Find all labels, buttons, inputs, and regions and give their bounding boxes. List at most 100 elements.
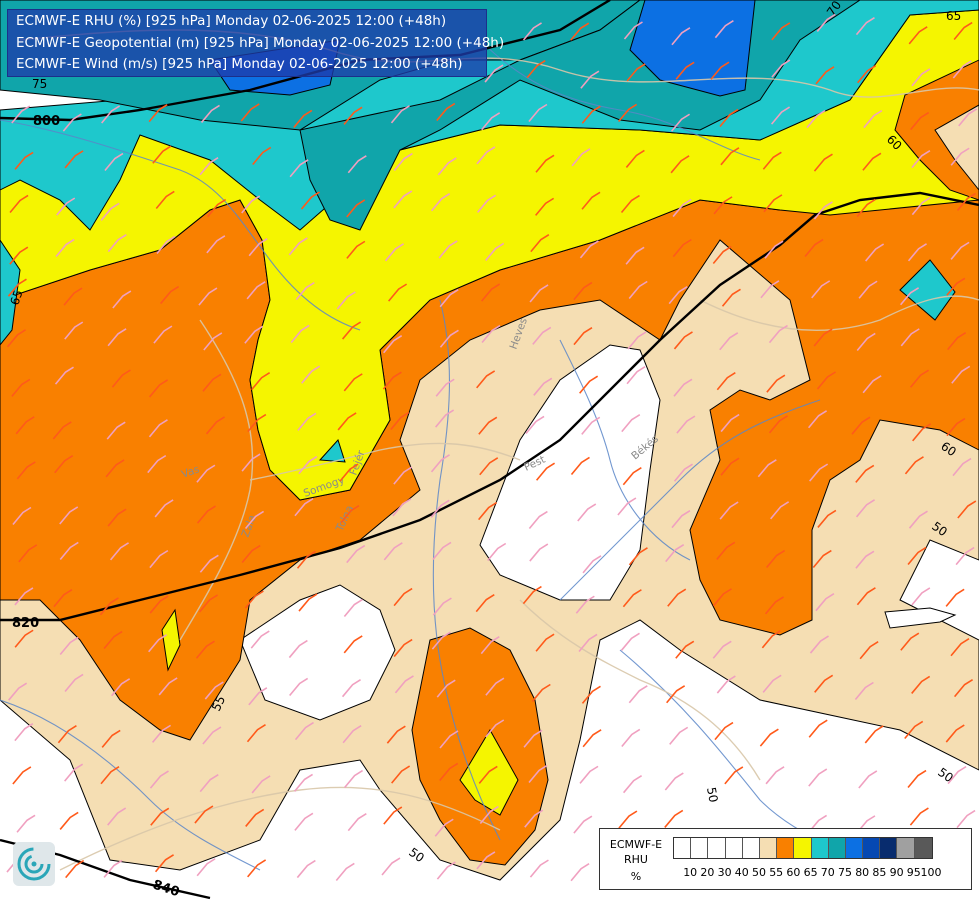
wind-barb [150,807,170,826]
wind-barb [900,632,920,651]
wind-barb [855,16,875,36]
rhu-label: 75 [32,77,47,91]
wind-barb [335,862,355,881]
wind-barb [947,765,967,785]
wind-barb [244,325,264,344]
wind-barb [900,328,920,347]
wind-barb [478,765,498,784]
wind-barb [528,764,548,783]
map-title-box: ECMWF-E RHU (%) [925 hPa] Monday 02-06-2… [7,9,504,77]
wind-barb [101,105,121,124]
legend-swatch [845,838,864,858]
wind-barb [431,631,451,650]
wind-barb [716,541,736,560]
wind-barb [148,419,168,438]
wind-barb [476,370,496,389]
wind-barb [295,281,315,301]
wind-barb [195,640,215,659]
title-wind: ECMWF-E Wind (m/s) [925 hPa] Monday 02-0… [16,56,463,72]
wind-barb [152,145,172,164]
river-line [559,339,691,561]
wind-barb [573,815,593,834]
wind-barb [581,416,601,435]
wind-barb [529,284,549,303]
wind-barb [479,457,499,476]
wind-barb [664,809,684,828]
wind-barb [343,769,364,789]
wind-barb [56,197,76,216]
border-line [699,295,979,332]
wind-barb [155,190,175,209]
wind-barb [526,59,546,79]
wind-barb [809,635,829,654]
wind-barb [148,379,169,398]
wind-barb [205,416,225,435]
wind-barb [436,102,456,122]
place-label: Vas [180,463,201,481]
wind-barb [15,416,35,435]
wind-barb [907,546,927,565]
legend-variable: RHU [624,853,648,866]
wind-barb [392,498,412,517]
wind-barb [439,762,459,781]
wind-barb [627,331,647,350]
wind-barb [851,416,871,435]
wind-barb [8,682,28,701]
wind-barb [294,812,314,831]
logo-swirl [17,847,51,881]
wind-barb [816,13,836,32]
legend-swatch [708,838,726,858]
wind-barb [808,719,828,738]
wind-barb [298,593,318,612]
wind-barb [149,770,169,789]
wind-barb [52,421,72,440]
legend-model: ECMWF-E [609,838,663,851]
wind-barb [573,281,593,301]
river-line [0,119,361,331]
wind-barb [431,193,451,212]
wind-barb [712,245,732,265]
wind-barb [617,103,638,122]
rhu-65-70-area [899,259,956,321]
wind-barb [806,109,826,129]
wind-barb [582,729,602,748]
wind-barb [202,373,222,392]
wind-barb [958,108,978,127]
wind-barb [196,858,216,877]
wind-barb [855,464,875,483]
wind-barb [529,543,549,562]
wind-barb [528,103,548,123]
legend-swatch [828,838,846,858]
wind-barb [622,775,643,794]
wind-barb [759,728,779,747]
wind-barb [579,375,599,394]
wind-barb [293,109,313,128]
wind-barb [109,542,129,561]
wind-barb [672,198,692,218]
wind-barb [290,324,310,343]
wind-barb [808,410,828,429]
wind-barb [481,324,501,344]
wind-barb [381,857,401,876]
wind-barb [103,859,123,878]
wind-barb [288,639,308,659]
wind-barb [522,585,542,605]
wind-barb [669,726,689,745]
wind-barb [160,285,180,305]
rhu-75-80-area [629,0,756,97]
wind-barb [535,197,555,216]
wind-barb [622,467,642,486]
legend-tick-label: 65 [803,866,818,879]
wind-barb [957,500,977,519]
wind-barb [439,289,459,308]
legend-swatch [742,838,760,858]
wind-barb [763,194,783,213]
wind-barb [628,685,648,704]
border-line [59,786,501,871]
wind-barb [196,464,216,483]
wind-barb [804,238,824,258]
wind-barb [908,510,928,529]
border-line [519,599,761,781]
geopotential-labels: 800 820 840 [12,114,181,900]
rhu-50-55-area [934,104,979,191]
